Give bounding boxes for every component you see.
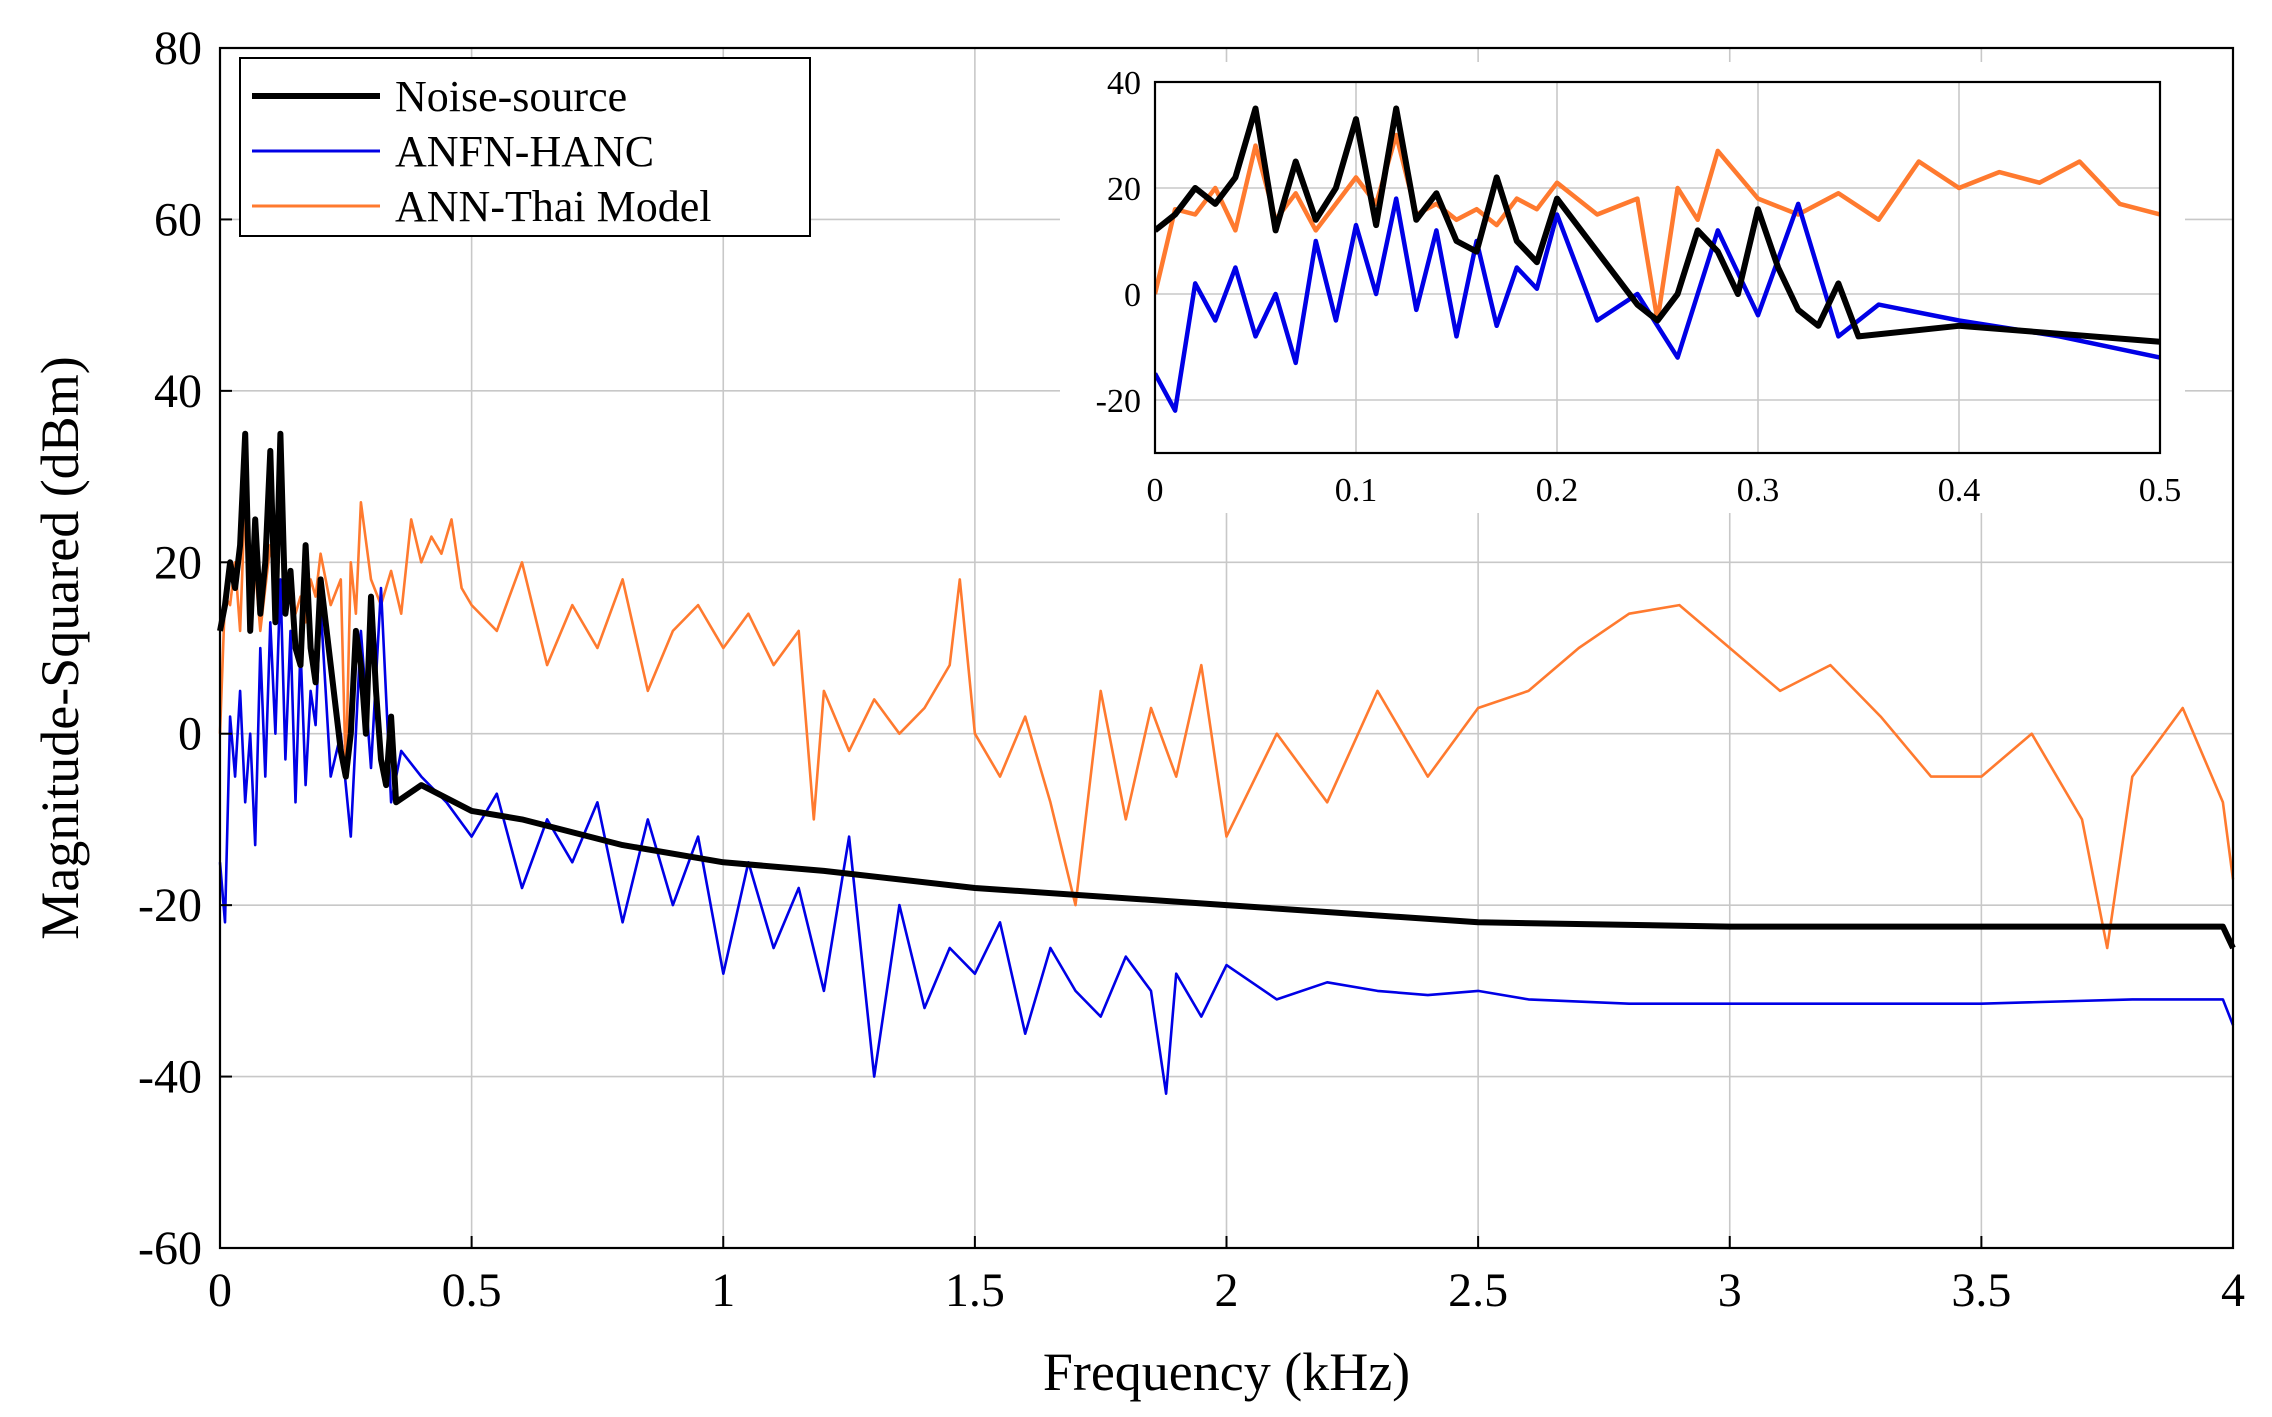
legend: Noise-source ANFN-HANC ANN-Thai Model xyxy=(239,57,811,237)
inset-x-tick-label: 0.3 xyxy=(1737,472,1780,509)
main-x-tick-label: 3 xyxy=(1718,1264,1742,1317)
main-x-tick-label: 0 xyxy=(208,1264,232,1317)
inset-grid xyxy=(1154,81,2161,453)
inset-x-tick-label: 0.5 xyxy=(2139,472,2182,509)
main-x-tick-label: 1 xyxy=(711,1264,735,1317)
inset-y-tick-label: -20 xyxy=(1096,383,1141,420)
inset-x-tick-label: 0.2 xyxy=(1536,472,1579,509)
main-series-line-ann-thai-model xyxy=(218,475,2235,950)
inset-series-group xyxy=(1155,105,2160,413)
inset-series-clip xyxy=(1155,105,2160,413)
inset-x-tick-label: 0.1 xyxy=(1335,472,1378,509)
main-y-tick-labels: -60 -40 -20 0 20 40 60 80 xyxy=(138,22,232,1275)
inset-y-tick-labels: -20 0 20 40 xyxy=(1096,65,1141,420)
inset-y-tick-label: 20 xyxy=(1107,171,1141,208)
main-series-line-anfn-hanc xyxy=(218,578,2235,1095)
main-y-tick-label: 40 xyxy=(154,365,202,418)
main-x-tick-label: 2.5 xyxy=(1448,1264,1508,1317)
main-x-tick-label: 4 xyxy=(2221,1264,2245,1317)
main-y-tick-label: 60 xyxy=(154,193,202,246)
inset-series-line-anfn-hanc xyxy=(1155,196,2160,413)
main-y-tick-label: 20 xyxy=(154,536,202,589)
main-series-group xyxy=(217,430,2236,1095)
main-y-tick-label: 0 xyxy=(178,708,202,761)
main-x-tick-label: 3.5 xyxy=(1951,1264,2011,1317)
main-y-tick-label: -20 xyxy=(138,879,202,932)
main-y-tick-label: 80 xyxy=(154,22,202,75)
main-x-tick-label: 2 xyxy=(1215,1264,1239,1317)
inset-plot-frame xyxy=(1153,80,2162,455)
inset-y-tick-label: 0 xyxy=(1124,277,1141,314)
main-series-line-noise-source xyxy=(217,430,2236,950)
main-y-tick-label: -40 xyxy=(138,1051,202,1104)
x-axis-label: Frequency (kHz) xyxy=(1043,1342,1410,1402)
inset-y-tick-label: 40 xyxy=(1107,65,1141,102)
inset-x-tick-label: 0 xyxy=(1147,472,1164,509)
main-x-tick-label: 0.5 xyxy=(442,1264,502,1317)
legend-label: Noise-source xyxy=(395,72,627,121)
inset-x-tick-labels: 0 0.1 0.2 0.3 0.4 0.5 xyxy=(1147,472,2182,509)
main-x-tick-label: 1.5 xyxy=(945,1264,1005,1317)
inset-plot: 0 0.1 0.2 0.3 0.4 0.5 -20 0 20 40 xyxy=(1060,62,2185,513)
legend-label: ANN-Thai Model xyxy=(395,182,712,231)
inset-x-tick-label: 0.4 xyxy=(1938,472,1981,509)
inset-series-line-noise-source xyxy=(1155,105,2160,345)
main-y-tick-label: -60 xyxy=(138,1222,202,1275)
y-axis-label: Magnitude-Squared (dBm) xyxy=(30,356,90,939)
main-x-tick-labels: 0 0.5 1 1.5 2 2.5 3 3.5 4 xyxy=(208,1236,2245,1317)
legend-label: ANFN-HANC xyxy=(395,127,654,176)
